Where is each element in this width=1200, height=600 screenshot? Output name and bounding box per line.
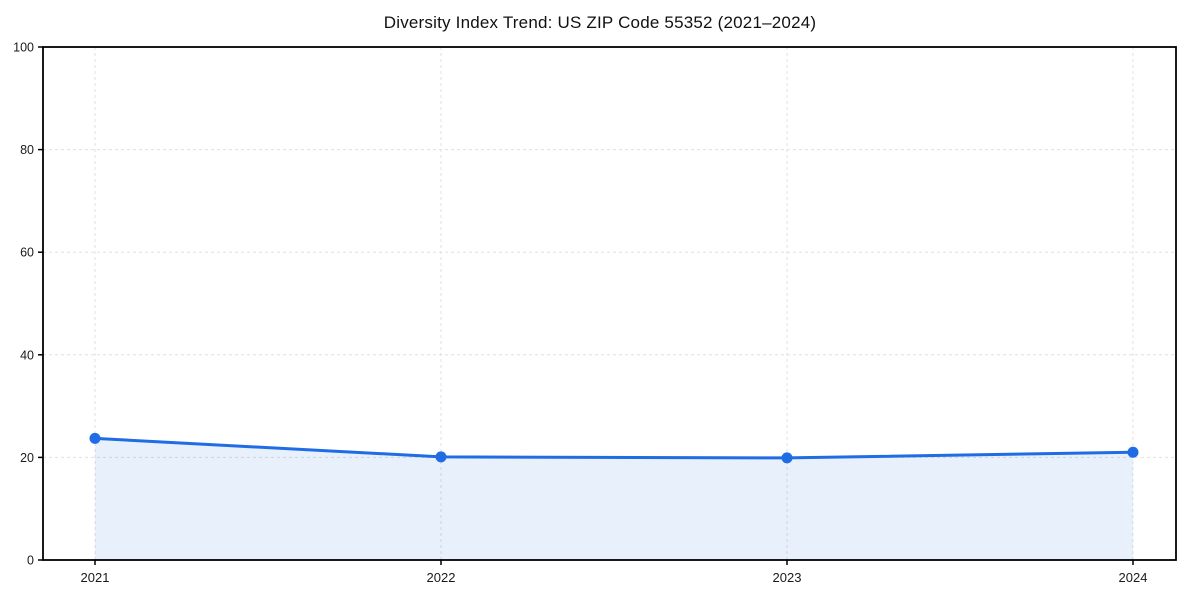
trend-line	[93, 436, 1135, 460]
x-tick-label: 2023	[773, 570, 802, 585]
y-tick-label: 80	[20, 143, 34, 157]
data-point	[781, 452, 793, 464]
area-fill	[95, 438, 1133, 560]
y-tick-label: 100	[13, 41, 34, 55]
x-tick-label: 2022	[427, 570, 456, 585]
y-tick-label: 60	[20, 246, 34, 260]
x-tick-label: 2024	[1119, 570, 1148, 585]
data-point	[1127, 446, 1139, 458]
y-tick-label: 0	[27, 554, 34, 568]
y-tick-label: 40	[20, 348, 34, 362]
x-tick-label: 2021	[81, 570, 110, 585]
plot-border	[42, 46, 1177, 561]
data-point	[435, 451, 447, 463]
data-point	[89, 432, 101, 444]
chart-title: Diversity Index Trend: US ZIP Code 55352…	[383, 13, 817, 32]
y-tick-label: 20	[20, 451, 34, 465]
